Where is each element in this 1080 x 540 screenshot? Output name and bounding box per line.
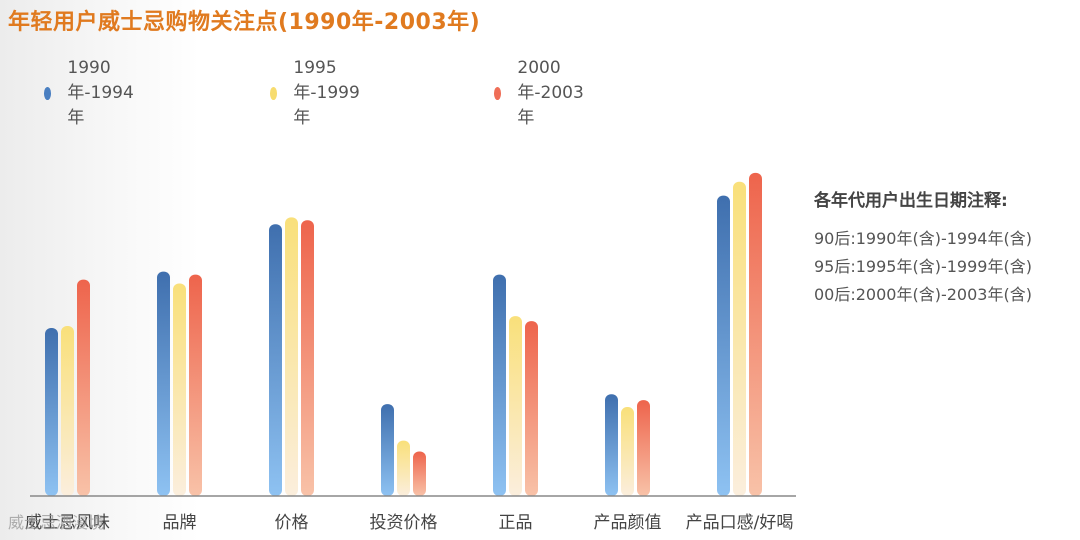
legend-dot-1995-1999 (270, 86, 278, 100)
x-tick-label-1: 品牌 (163, 513, 197, 533)
birthdate-note: 各年代用户出生日期注释: 90后:1990年(含)-1994年(含) 95后:1… (814, 186, 1032, 309)
bar-0-series-1 (61, 326, 74, 496)
x-tick-label-4: 正品 (499, 513, 533, 533)
note-line-95s: 95后:1995年(含)-1999年(含) (814, 257, 1032, 276)
chart-title: 年轻用户威士忌购物关注点(1990年-2003年) (8, 10, 481, 35)
bar-4-series-2 (525, 321, 538, 496)
x-tick-label-3: 投资价格 (370, 513, 438, 533)
legend-item-1995-1999: 1995年-1999年 (270, 58, 365, 128)
bar-0-series-2 (77, 279, 90, 496)
bar-5-series-1 (621, 407, 634, 496)
legend-item-1990-1994: 1990年-1994年 (44, 58, 139, 128)
legend-label-2000-2003: 2000年-2003年 (517, 58, 584, 128)
bar-1-series-1 (173, 283, 186, 496)
legend-dot-1990-1994 (44, 86, 52, 100)
note-title: 各年代用户出生日期注释: (814, 191, 1008, 211)
note-line-00s: 00后:2000年(含)-2003年(含) (814, 285, 1032, 304)
bar-1-series-0 (157, 271, 170, 496)
bar-0-series-0 (45, 328, 58, 496)
x-tick-label-5: 产品颜值 (594, 513, 662, 533)
x-tick-label-0: 威士忌风味 (25, 513, 110, 533)
legend-dot-2000-2003 (494, 86, 502, 100)
bar-2-series-0 (269, 224, 282, 496)
bar-3-series-2 (413, 451, 426, 496)
bar-4-series-1 (509, 316, 522, 496)
legend-item-2000-2003: 2000年-2003年 (494, 58, 589, 128)
x-tick-label-6: 产品口感/好喝 (686, 513, 794, 533)
note-line-90s: 90后:1990年(含)-1994年(含) (814, 229, 1032, 248)
bar-4-series-0 (493, 274, 506, 496)
x-tick-label-2: 价格 (275, 513, 309, 533)
bar-3-series-1 (397, 440, 410, 496)
watermark: 威士忌酒漫境 (8, 513, 105, 532)
bar-5-series-0 (605, 394, 618, 496)
bar-6-series-1 (733, 181, 746, 496)
bar-1-series-2 (189, 274, 202, 496)
legend-label-1995-1999: 1995年-1999年 (293, 58, 360, 128)
bar-6-series-0 (717, 195, 730, 496)
bar-3-series-0 (381, 404, 394, 496)
legend-label-1990-1994: 1990年-1994年 (67, 58, 134, 128)
bar-5-series-2 (637, 400, 650, 496)
bar-2-series-1 (285, 217, 298, 497)
bar-2-series-2 (301, 220, 314, 496)
bar-6-series-2 (749, 172, 762, 497)
